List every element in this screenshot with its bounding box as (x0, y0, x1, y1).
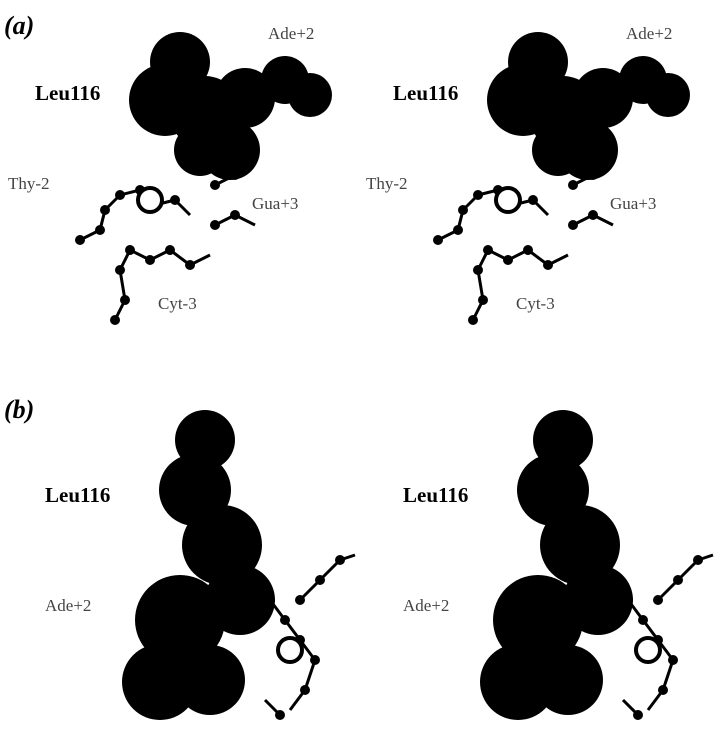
atom (185, 260, 195, 270)
molecular-surface (175, 645, 245, 715)
atom (653, 595, 663, 605)
residue-label: Gua+3 (610, 194, 656, 213)
residue-label: Leu116 (45, 483, 110, 507)
atom (230, 210, 240, 220)
residue-label: Thy-2 (366, 174, 408, 193)
atom (295, 595, 305, 605)
atom (623, 595, 633, 605)
panel-label: (a) (4, 11, 34, 40)
atom (523, 245, 533, 255)
residue-label: Leu116 (403, 483, 468, 507)
atom (75, 235, 85, 245)
residue-label: Ade+2 (45, 596, 91, 615)
residue-label: Cyt-3 (158, 294, 197, 313)
residue-label: Ade+2 (403, 596, 449, 615)
residue-label: Gua+3 (252, 194, 298, 213)
residue-label: Leu116 (393, 81, 458, 105)
atom (165, 245, 175, 255)
atom (658, 685, 668, 695)
atom (633, 710, 643, 720)
atom (468, 315, 478, 325)
molecular-surface (646, 73, 690, 117)
atom (433, 235, 443, 245)
molecular-surface (532, 124, 584, 176)
atom (668, 655, 678, 665)
atom (528, 195, 538, 205)
atom (210, 180, 220, 190)
ring (496, 188, 520, 212)
figure: (a) (b) Leu116 Ade+2 Thy-2 Gua+3 Cyt-3 Leu116… (0, 0, 719, 730)
atom (638, 615, 648, 625)
atom (280, 615, 290, 625)
atom (210, 220, 220, 230)
atom (588, 170, 598, 180)
atom (693, 555, 703, 565)
atom (568, 180, 578, 190)
panel-label: (b) (4, 395, 34, 424)
atom (145, 255, 155, 265)
ring (278, 638, 302, 662)
residue-label: Ade+2 (268, 24, 314, 43)
residue-label: Leu116 (35, 81, 100, 105)
atom (275, 710, 285, 720)
ring (138, 188, 162, 212)
atom (300, 685, 310, 695)
atom (543, 260, 553, 270)
atom (335, 555, 345, 565)
molecular-surface (174, 124, 226, 176)
molecular-surface (533, 645, 603, 715)
residue-label: Cyt-3 (516, 294, 555, 313)
residue-label: Thy-2 (8, 174, 50, 193)
ring (636, 638, 660, 662)
molecular-surface (288, 73, 332, 117)
atom (588, 210, 598, 220)
atom (110, 315, 120, 325)
atom (568, 220, 578, 230)
atom (230, 170, 240, 180)
atom (265, 595, 275, 605)
residue-label: Ade+2 (626, 24, 672, 43)
atom (503, 255, 513, 265)
atom (310, 655, 320, 665)
atom (170, 195, 180, 205)
